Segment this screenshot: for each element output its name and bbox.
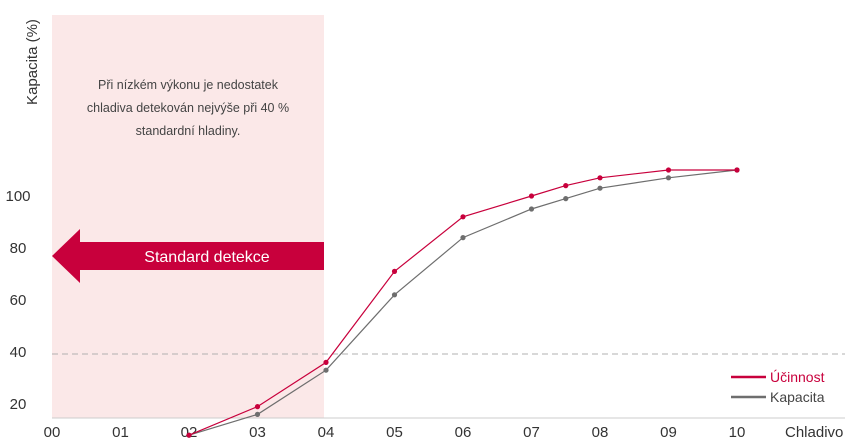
series-line-kapacita bbox=[188, 169, 738, 436]
y-tick-label: 60 bbox=[10, 292, 27, 309]
y-tick-labels: 20 40 60 80 100 bbox=[5, 188, 30, 413]
x-tick-label: 03 bbox=[249, 424, 266, 440]
x-tick-label: 09 bbox=[660, 424, 677, 440]
annotation: Při nízkém výkonu je nedostatek chladiva… bbox=[87, 78, 289, 138]
arrow-shape bbox=[52, 229, 324, 283]
y-tick-label: 20 bbox=[10, 396, 27, 413]
legend-label: Kapacita bbox=[770, 389, 825, 405]
data-point-kapacita bbox=[665, 175, 672, 181]
x-tick-label: 04 bbox=[318, 424, 335, 440]
legend-label: Účinnost bbox=[770, 369, 825, 385]
data-point-kapacita bbox=[323, 367, 329, 373]
arrow-label: Standard detekce bbox=[144, 249, 270, 266]
x-tick-labels: 00 01 02 03 04 05 06 07 08 09 10 bbox=[44, 424, 746, 440]
data-point-ucinnost bbox=[323, 359, 329, 365]
x-axis-label: Chladivo bbox=[785, 424, 843, 440]
annotation-line-1: Při nízkém výkonu je nedostatek bbox=[98, 78, 279, 92]
legend: Účinnost Kapacita bbox=[731, 369, 825, 405]
data-point-kapacita bbox=[563, 196, 569, 202]
data-point-ucinnost bbox=[391, 268, 398, 274]
data-point-kapacita bbox=[460, 235, 466, 241]
x-tick-label: 07 bbox=[523, 424, 540, 440]
x-tick-label: 02 bbox=[181, 424, 198, 440]
x-tick-label: 08 bbox=[592, 424, 609, 440]
detection-arrow: Standard detekce bbox=[52, 229, 324, 283]
data-point-kapacita bbox=[528, 206, 535, 212]
x-tick-label: 10 bbox=[729, 424, 746, 440]
series-line-ucinnost bbox=[188, 169, 737, 436]
data-point-ucinnost bbox=[597, 175, 603, 181]
x-tick-label: 05 bbox=[386, 424, 403, 440]
data-point-ucinnost bbox=[734, 167, 740, 173]
annotation-line-2: chladiva detekován nejvýše při 40 % bbox=[87, 101, 289, 115]
y-tick-label: 100 bbox=[5, 188, 30, 205]
x-tick-label: 00 bbox=[44, 424, 61, 440]
data-point-kapacita bbox=[597, 185, 603, 191]
y-tick-label: 40 bbox=[10, 344, 27, 361]
highlight-region bbox=[52, 15, 324, 418]
data-point-ucinnost bbox=[186, 432, 192, 438]
data-point-ucinnost bbox=[254, 404, 261, 410]
x-tick-label: 06 bbox=[455, 424, 472, 440]
data-point-kapacita bbox=[254, 411, 261, 417]
annotation-line-3: standardní hladiny. bbox=[136, 124, 241, 138]
y-axis-label: Kapacita (%) bbox=[24, 19, 41, 105]
data-point-ucinnost bbox=[528, 193, 535, 199]
y-tick-label: 80 bbox=[10, 240, 27, 257]
data-point-ucinnost bbox=[665, 167, 672, 173]
series-layer bbox=[186, 167, 740, 438]
data-point-ucinnost bbox=[563, 183, 569, 189]
data-point-kapacita bbox=[391, 292, 398, 298]
x-tick-label: 01 bbox=[112, 424, 129, 440]
data-point-ucinnost bbox=[460, 214, 466, 220]
